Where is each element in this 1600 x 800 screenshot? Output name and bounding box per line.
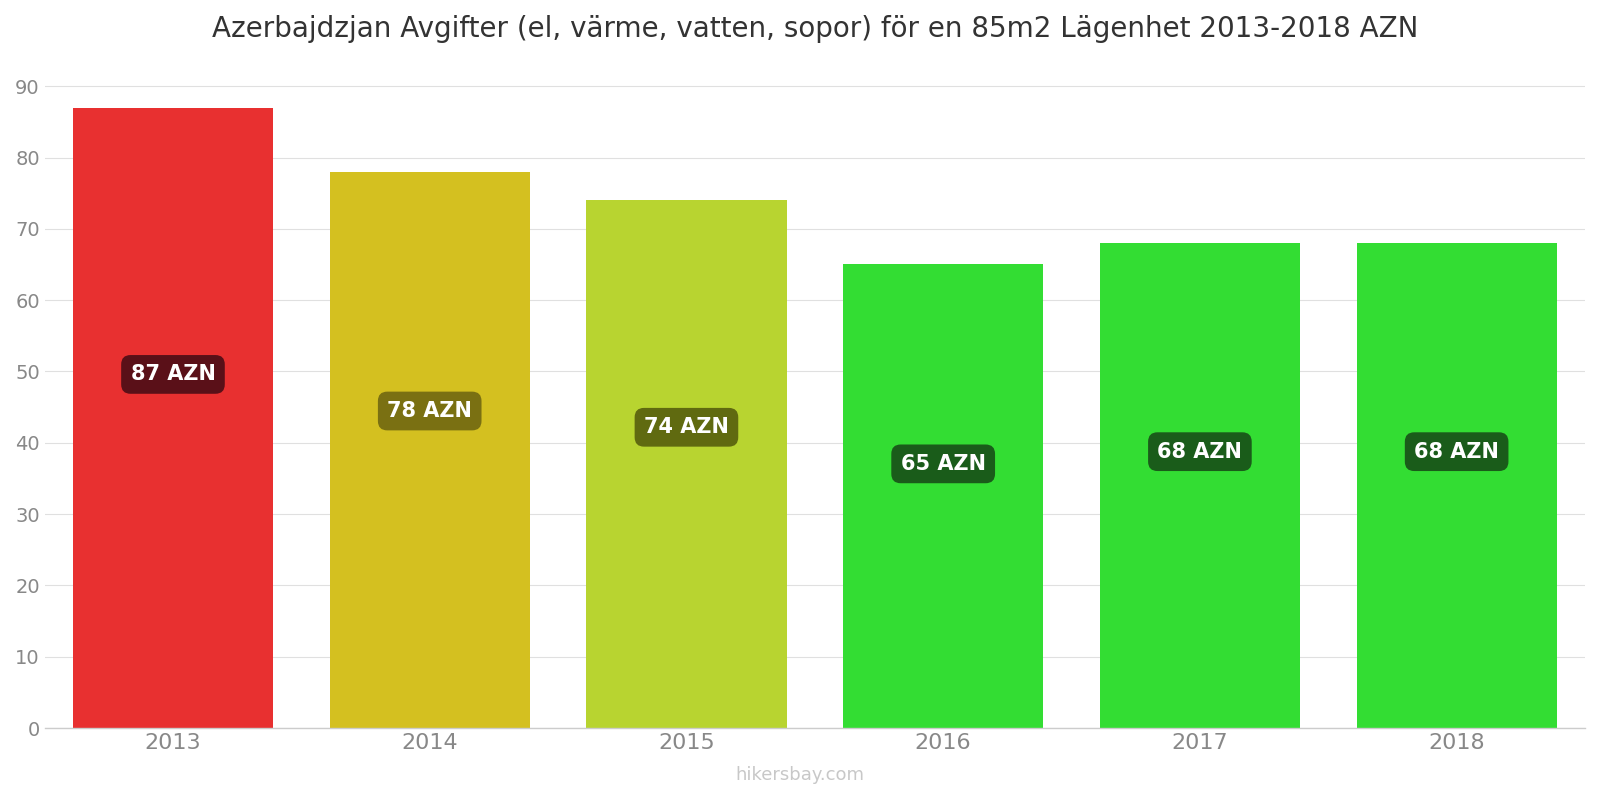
Bar: [330, 172, 530, 728]
Bar: [1099, 243, 1301, 728]
Bar: [586, 200, 787, 728]
Title: Azerbajdzjan Avgifter (el, värme, vatten, sopor) för en 85m2 Lägenhet 2013-2018 : Azerbajdzjan Avgifter (el, värme, vatten…: [211, 15, 1418, 43]
Text: 65 AZN: 65 AZN: [901, 454, 986, 474]
Text: 68 AZN: 68 AZN: [1414, 442, 1499, 462]
Text: 87 AZN: 87 AZN: [131, 365, 216, 385]
Bar: [1357, 243, 1557, 728]
Text: hikersbay.com: hikersbay.com: [736, 766, 864, 784]
Text: 78 AZN: 78 AZN: [387, 401, 472, 421]
Text: 68 AZN: 68 AZN: [1157, 442, 1242, 462]
Bar: [843, 265, 1043, 728]
Text: 74 AZN: 74 AZN: [645, 418, 730, 438]
Bar: [74, 107, 274, 728]
